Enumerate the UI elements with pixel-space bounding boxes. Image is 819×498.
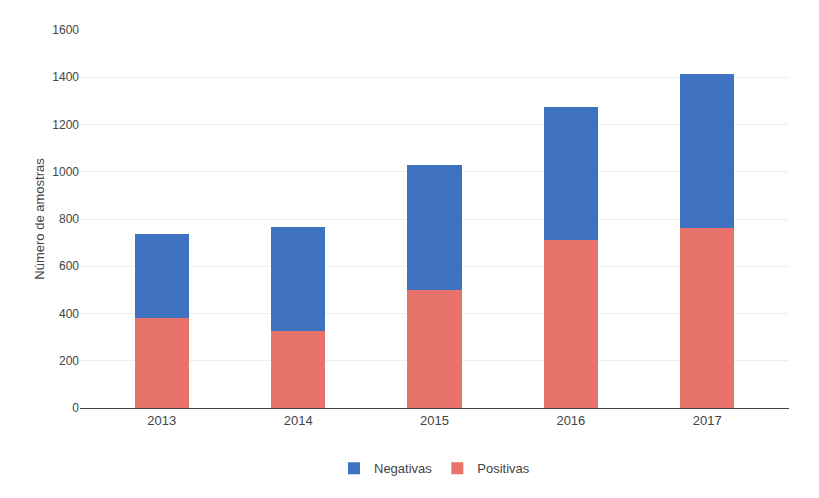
svg-text:2015: 2015 (420, 413, 449, 428)
svg-text:600: 600 (59, 259, 79, 273)
svg-text:800: 800 (59, 212, 79, 226)
svg-text:1400: 1400 (52, 70, 79, 84)
svg-text:1600: 1600 (52, 23, 79, 37)
svg-text:Positivas: Positivas (477, 461, 530, 476)
svg-text:400: 400 (59, 307, 79, 321)
svg-text:Negativas: Negativas (374, 461, 432, 476)
svg-text:1200: 1200 (52, 118, 79, 132)
svg-text:1000: 1000 (52, 165, 79, 179)
svg-text:Número de amostras: Número de amostras (32, 158, 47, 280)
svg-text:2013: 2013 (147, 413, 176, 428)
svg-text:2016: 2016 (556, 413, 585, 428)
svg-text:2017: 2017 (693, 413, 722, 428)
svg-text:200: 200 (59, 354, 79, 368)
svg-text:2014: 2014 (284, 413, 313, 428)
svg-text:0: 0 (72, 401, 79, 415)
